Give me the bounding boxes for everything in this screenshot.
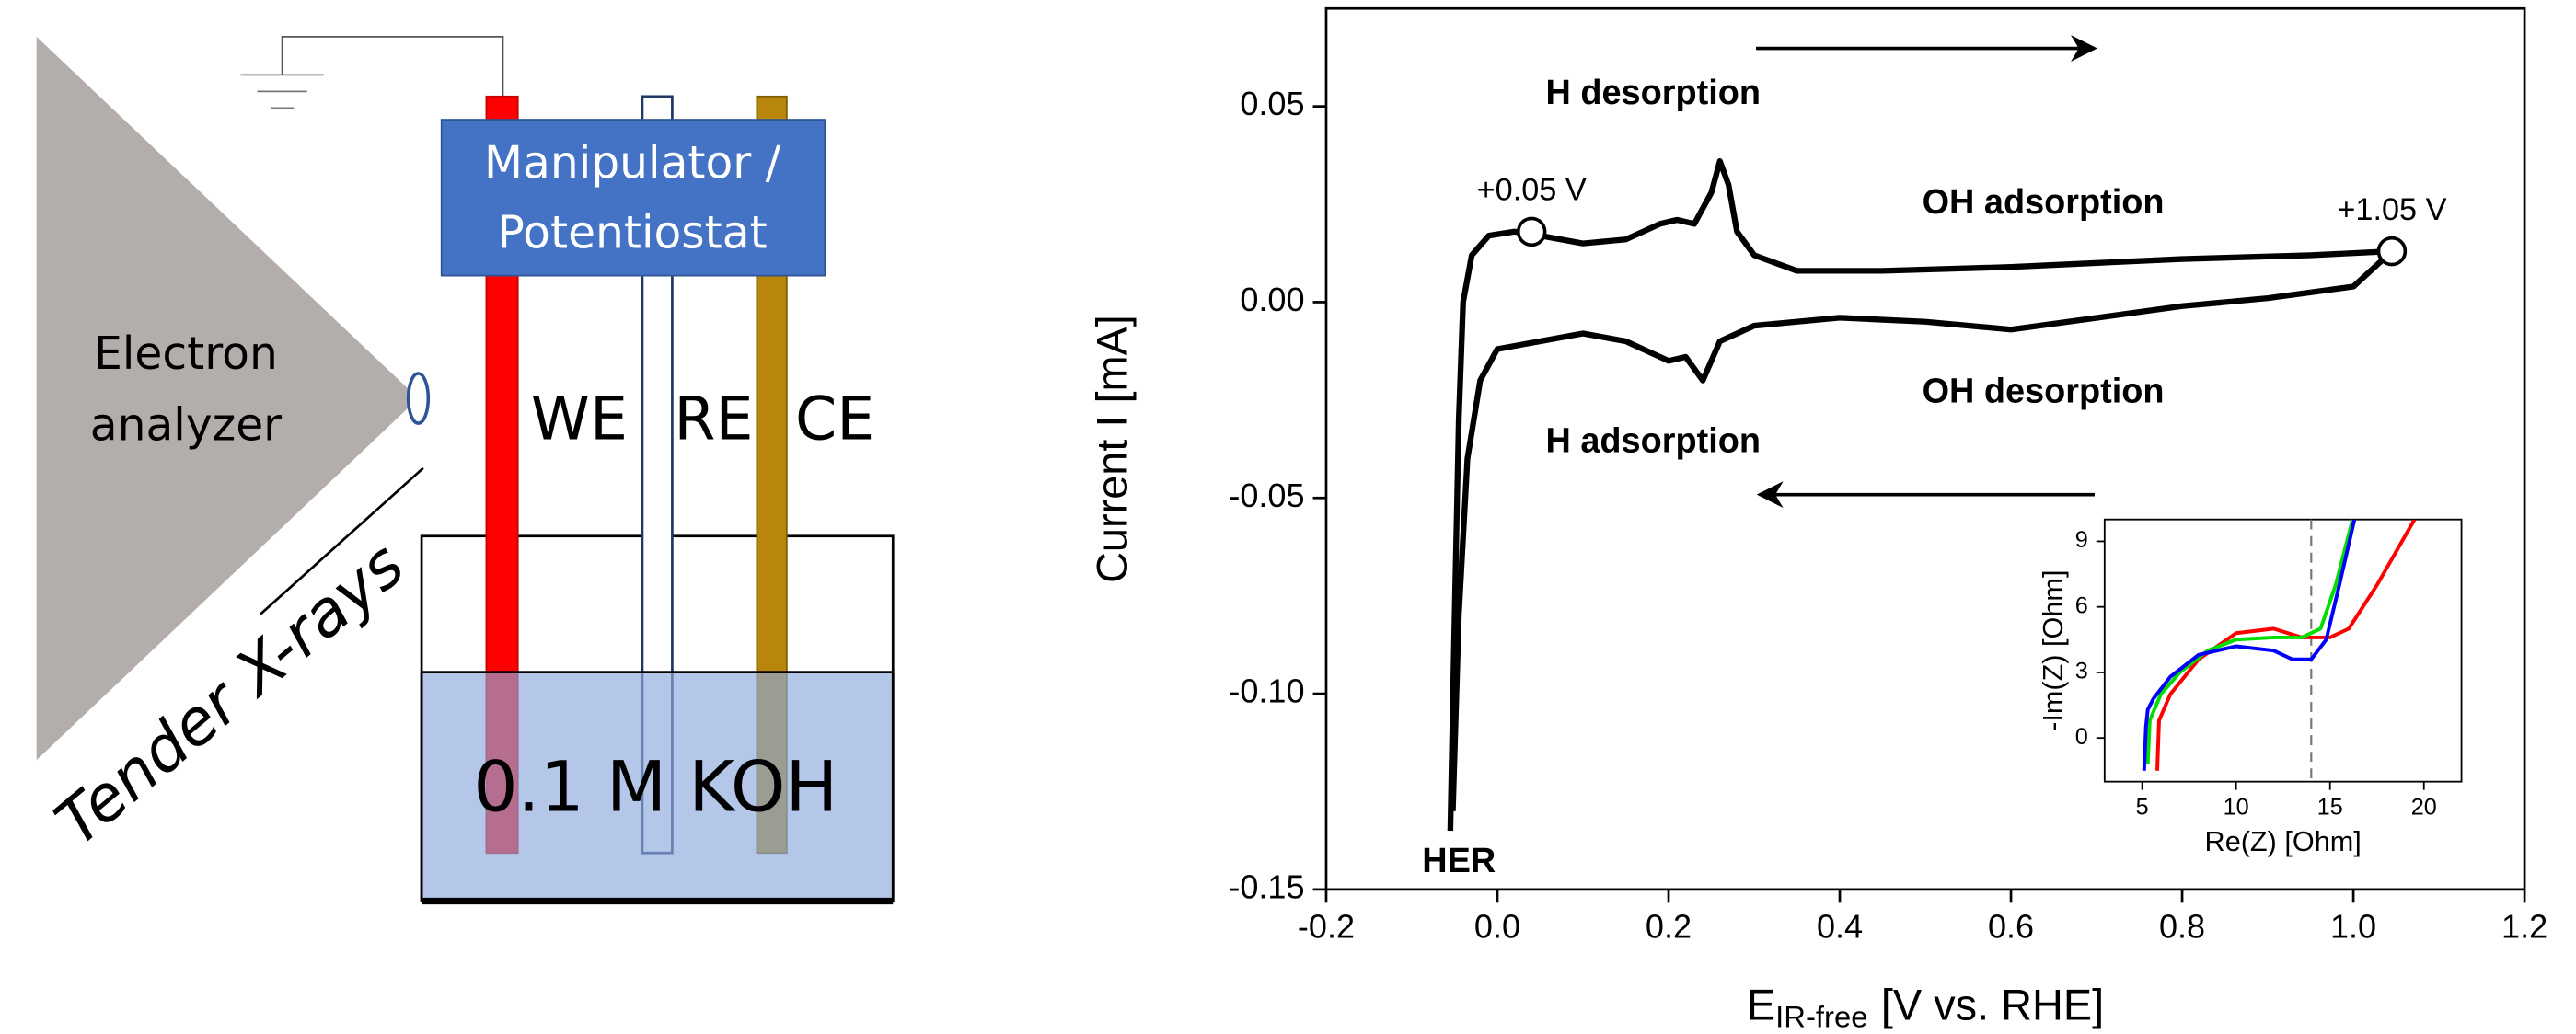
y-tick-label: 0.00 (1240, 281, 1304, 318)
data-line (2145, 519, 2355, 764)
electrolyte-label: 0.1 M KOH (473, 746, 837, 827)
plot-frame (2103, 518, 2463, 783)
annotation: OH desorption (1923, 373, 2165, 411)
analyzer-label: analyzer (90, 400, 283, 452)
x-tick-label: -0.2 (1298, 908, 1355, 946)
ground-symbol (240, 74, 324, 109)
analyzer-aperture (406, 372, 431, 425)
x-axis-label: EIR-free [V vs. RHE] (1747, 982, 2104, 1033)
electrolyte (420, 671, 895, 902)
y-tick-label: 0 (2075, 724, 2088, 750)
x-tick-label: 0.0 (1474, 908, 1520, 946)
x-axis-label: Re(Z) [Ohm] (2205, 826, 2362, 857)
y-tick-label: 6 (2075, 592, 2088, 618)
x-tick-label: 15 (2317, 795, 2343, 821)
electrode-label: WE (531, 385, 628, 454)
box-label: Manipulator / (484, 138, 781, 190)
plot-frame (1324, 6, 2526, 891)
electrode-label: RE (674, 385, 753, 454)
data-line (1447, 157, 2393, 832)
y-tick-label: -0.15 (1229, 867, 1304, 905)
y-axis-label: Current I [mA] (1088, 315, 1136, 583)
y-tick-label: 3 (2075, 659, 2088, 684)
inset-background (2104, 519, 2462, 782)
annotation: H desorption (1546, 74, 1761, 112)
analyzer-cone (36, 36, 419, 761)
x-tick-label: 0.4 (1817, 908, 1863, 946)
x-axis-label-part: E (1747, 982, 1775, 1029)
marker-label: +0.05 V (1477, 173, 1587, 208)
x-tick-label: 5 (2136, 795, 2149, 821)
box-label: Potentiostat (498, 207, 768, 258)
data-line (2154, 519, 2417, 771)
x-tick-label: 10 (2224, 795, 2249, 821)
annotation: HER (1422, 842, 1496, 880)
marker-label: +1.05 V (2337, 192, 2446, 227)
x-axis-label-part: [V vs. RHE] (1881, 982, 2104, 1029)
x-tick-label: 0.6 (1988, 908, 2034, 946)
xray-beam (260, 466, 424, 615)
data-line (1450, 248, 2395, 811)
x-tick-label: 0.8 (2159, 908, 2205, 946)
x-tick-label: 1.0 (2330, 908, 2376, 946)
y-axis-label: -Im(Z) [Ohm] (2038, 570, 2069, 731)
annotation: OH adsorption (1923, 183, 2165, 222)
x-tick-label: 0.2 (1646, 908, 1692, 946)
analyzer-label: Electron (94, 328, 278, 380)
electrode-label: CE (795, 385, 874, 454)
potential-marker (2376, 236, 2408, 267)
y-tick-label: 0.05 (1240, 85, 1304, 122)
ground-wire (281, 35, 504, 97)
y-tick-label: -0.05 (1229, 477, 1304, 514)
setup-diagram: Electron analyzer Tender X-rays Manipula… (36, 35, 895, 905)
y-tick-label: 9 (2075, 527, 2088, 553)
y-tick-label: -0.10 (1229, 672, 1304, 710)
data-line (2142, 519, 2357, 771)
x-tick-label: 1.2 (2501, 908, 2547, 946)
annotation: H adsorption (1546, 422, 1761, 461)
x-tick-label: 20 (2411, 795, 2437, 821)
potentiostat-box (440, 119, 826, 277)
potential-marker (1516, 216, 1547, 247)
x-axis-label-part: IR-free (1775, 999, 1867, 1033)
